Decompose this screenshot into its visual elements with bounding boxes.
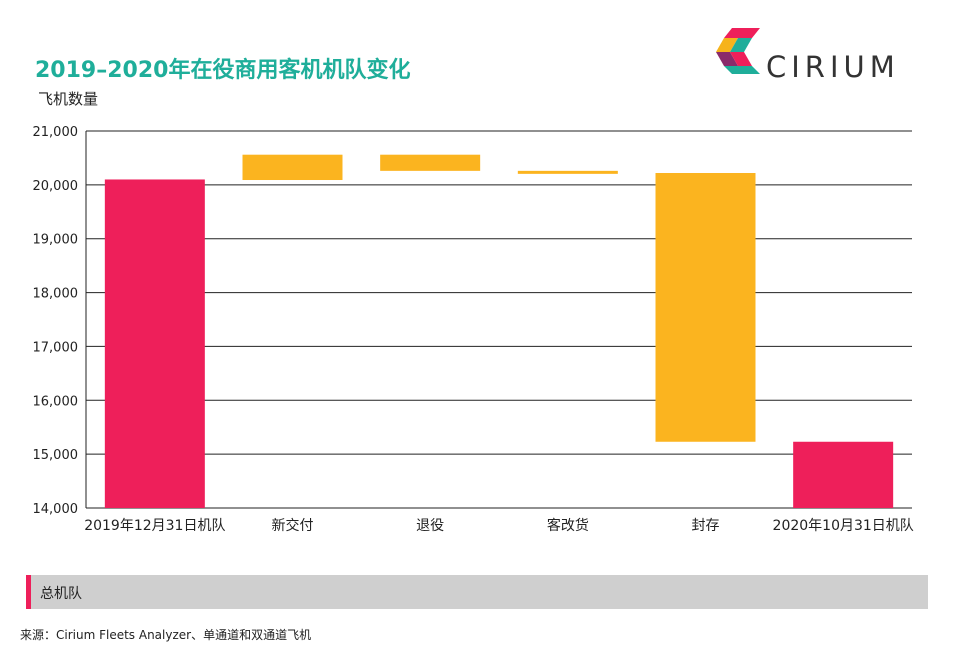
y-tick-label: 21,000 [33, 125, 79, 140]
y-tick-label: 18,000 [33, 287, 79, 302]
bar-change [242, 154, 343, 181]
bar-change [380, 154, 481, 171]
waterfall-chart: 14,000 15,000 16,000 17,000 18,000 19,000 20,0… [33, 125, 914, 534]
bar-total [793, 441, 894, 508]
x-tick-label: 封存 [692, 518, 720, 534]
y-tick-label: 19,000 [33, 233, 79, 248]
y-tick-label: 14,000 [33, 502, 79, 517]
logo-text: CIRIUM [766, 50, 900, 84]
bar-change [655, 173, 756, 442]
bar-total [104, 179, 205, 508]
bar-change [517, 170, 618, 174]
x-tick-label: 退役 [416, 518, 444, 534]
legend-swatch [26, 575, 31, 609]
y-axis-label: 飞机数量 [38, 90, 99, 108]
y-tick-label: 20,000 [33, 179, 79, 194]
x-tick-label: 客改货 [547, 517, 589, 534]
y-tick-label: 17,000 [33, 340, 79, 355]
chart-title: 2019–2020年在役商用客机机队变化 [35, 58, 411, 83]
legend: 总机队 [26, 575, 928, 609]
x-tick-label: 2019年12月31日机队 [84, 518, 225, 534]
source-note: 来源：Cirium Fleets Analyzer、单通道和双通道飞机 [20, 628, 312, 642]
cirium-logo-mark-icon [716, 28, 760, 74]
x-tick-label: 新交付 [272, 517, 314, 534]
y-tick-label: 15,000 [33, 448, 79, 463]
legend-label: 总机队 [40, 586, 82, 602]
y-tick-label: 16,000 [33, 394, 79, 409]
cirium-logo [714, 22, 924, 92]
x-tick-label: 2020年10月31日机队 [773, 518, 914, 534]
